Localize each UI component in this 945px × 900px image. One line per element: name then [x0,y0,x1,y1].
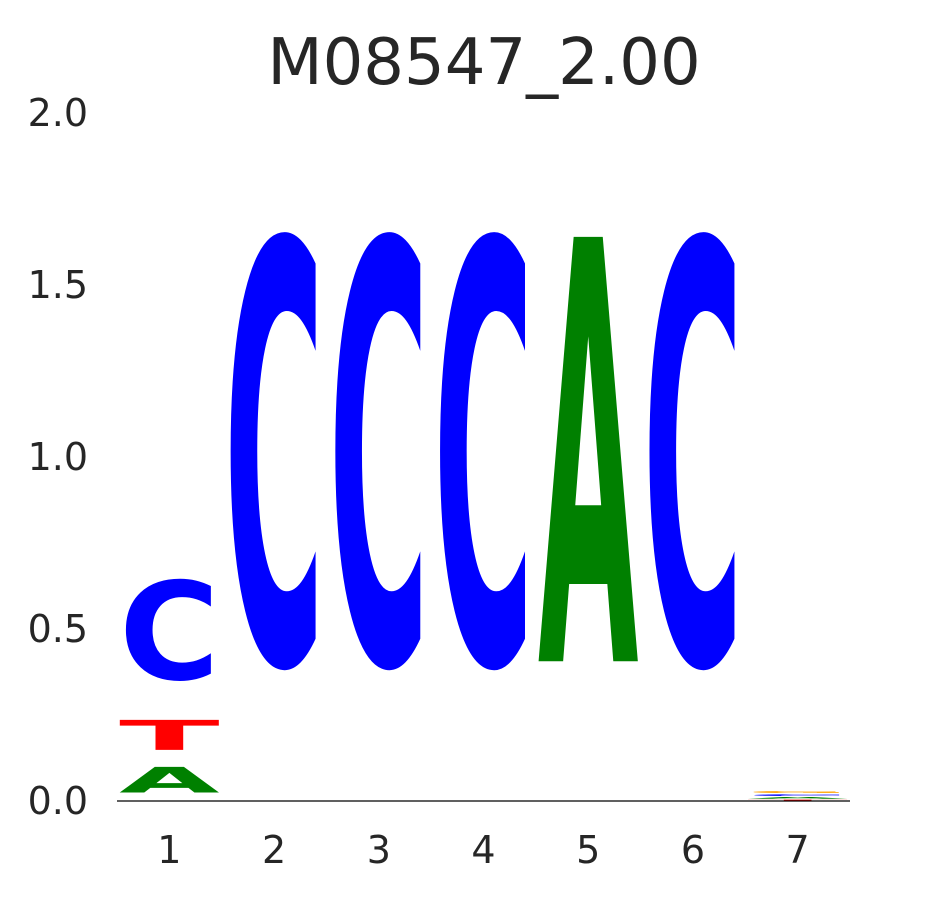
logo-letter-a: A [538,123,639,799]
chart-title: M08547_2.00 [267,26,700,100]
x-axis-ticks: 1 2 3 4 5 6 7 [157,828,809,872]
x-tick-label: 5 [576,828,600,872]
y-tick-label: 2.0 [28,91,88,135]
x-tick-label: 4 [471,828,495,872]
y-tick-label: 1.0 [28,435,88,479]
x-tick-label: 2 [262,828,286,872]
logo-letter-c: C [119,555,220,712]
y-tick-label: 0.5 [28,607,88,651]
logo-letter-c: C [747,794,848,797]
logo-letter-c: C [224,125,325,799]
logo-letter-t: T [747,799,848,801]
x-tick-label: 6 [681,828,705,872]
y-axis-ticks: 0.0 0.5 1.0 1.5 2.0 [28,91,88,823]
x-tick-label: 3 [367,828,391,872]
logo-letter-c: C [433,125,534,799]
x-tick-label: 7 [786,828,810,872]
logo-letter-c: C [329,125,430,799]
x-tick-label: 1 [157,828,181,872]
logo-letter-g: G [747,791,848,794]
logo-letter-a: A [119,760,220,801]
logo-letter-c: C [643,125,744,799]
logo-letter-t: T [119,712,220,760]
y-tick-label: 0.0 [28,779,88,823]
logo-letter-a: A [747,797,848,800]
y-tick-label: 1.5 [28,263,88,307]
